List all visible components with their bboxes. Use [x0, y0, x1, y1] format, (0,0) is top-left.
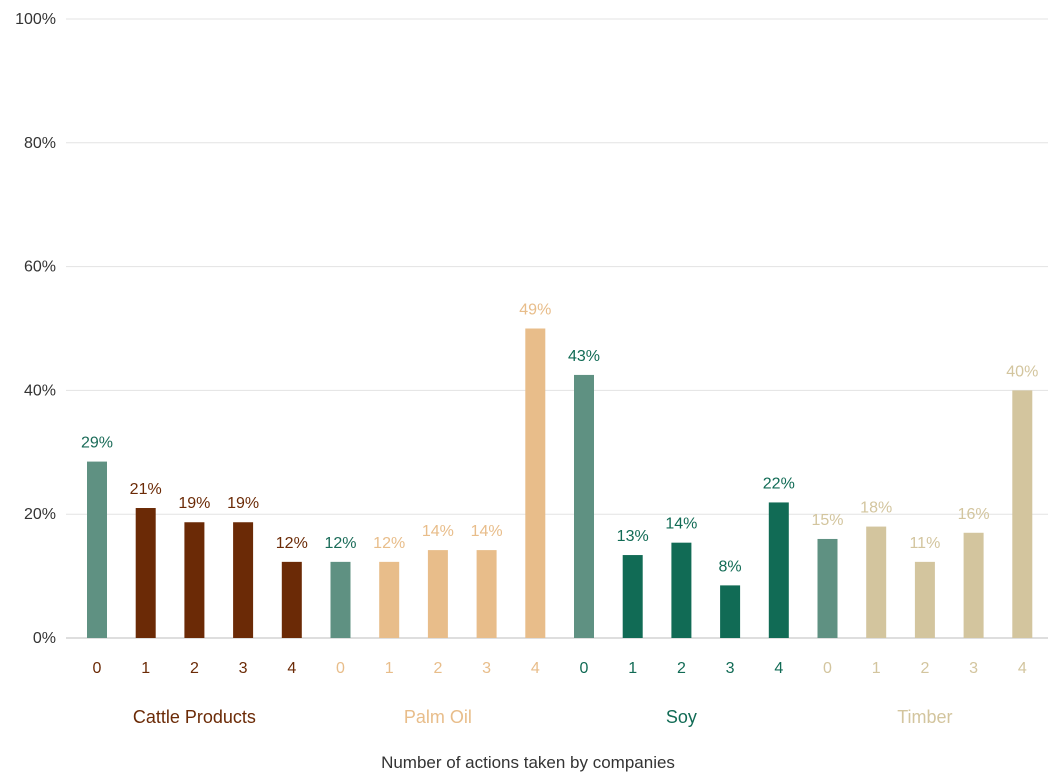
- bar: [87, 461, 107, 638]
- data-label: 16%: [958, 506, 990, 523]
- group-label: Timber: [897, 707, 952, 727]
- x-tick-label: 1: [628, 660, 637, 677]
- data-label: 15%: [811, 512, 843, 529]
- y-tick-label: 40%: [24, 382, 56, 399]
- data-labels: 29% 21% 19% 19% 12% 12% 12% 14% 14% 49% 43% 13% 14% 8…: [81, 302, 1038, 576]
- x-tick-label: 0: [93, 660, 102, 677]
- data-label: 18%: [860, 500, 892, 517]
- x-axis-label: Number of actions taken by companies: [381, 753, 675, 772]
- bar: [768, 502, 789, 638]
- bar: [1012, 390, 1033, 638]
- data-label: 19%: [178, 495, 210, 512]
- y-tick-label: 100%: [15, 11, 56, 28]
- data-label: 43%: [568, 348, 600, 365]
- x-tick-label: 4: [774, 660, 783, 677]
- data-label: 29%: [81, 435, 113, 452]
- bar: [281, 561, 302, 638]
- x-tick-label: 3: [726, 660, 735, 677]
- bar: [574, 374, 594, 638]
- y-tick-label: 60%: [24, 259, 56, 276]
- x-tick-label: 1: [141, 660, 150, 677]
- data-label: 14%: [422, 523, 454, 540]
- data-label: 49%: [519, 302, 551, 319]
- x-tick-label: 2: [920, 660, 929, 677]
- x-tick-label: 4: [531, 660, 540, 677]
- bar: [914, 561, 935, 638]
- data-label: 8%: [719, 558, 742, 575]
- bar: [184, 522, 205, 638]
- bar: [963, 532, 984, 638]
- group-label: Soy: [666, 707, 697, 727]
- data-label: 12%: [276, 535, 308, 552]
- y-tick-labels: 0% 20% 40% 60% 80% 100%: [15, 11, 56, 647]
- x-tick-label: 2: [433, 660, 442, 677]
- data-label: 22%: [763, 475, 795, 492]
- y-tick-label: 0%: [33, 630, 56, 647]
- bar: [817, 538, 838, 638]
- x-tick-label: 0: [336, 660, 345, 677]
- x-tick-labels: 0 1 2 3 4 0 1 2 3 4 0 1 2 3 4 0 1 2 3 4: [93, 660, 1027, 677]
- y-tick-label: 20%: [24, 506, 56, 523]
- data-label: 14%: [471, 523, 503, 540]
- group-label: Palm Oil: [404, 707, 472, 727]
- group-label: Cattle Products: [133, 707, 256, 727]
- bar: [135, 508, 156, 638]
- x-tick-label: 2: [677, 660, 686, 677]
- x-tick-label: 0: [823, 660, 832, 677]
- group-labels: Cattle Products Palm Oil Soy Timber: [133, 707, 953, 727]
- y-gridlines: [66, 18, 1048, 639]
- x-tick-label: 4: [1018, 660, 1027, 677]
- data-label: 13%: [617, 528, 649, 545]
- x-tick-label: 3: [482, 660, 491, 677]
- x-tick-label: 1: [872, 660, 881, 677]
- bar: [720, 585, 741, 638]
- data-label: 40%: [1006, 363, 1038, 380]
- bar: [866, 526, 887, 638]
- x-tick-label: 4: [287, 660, 296, 677]
- data-label: 12%: [324, 535, 356, 552]
- bar: [622, 555, 643, 638]
- x-tick-label: 0: [580, 660, 589, 677]
- data-label: 21%: [130, 481, 162, 498]
- y-tick-label: 80%: [24, 135, 56, 152]
- data-label: 11%: [909, 535, 940, 552]
- x-tick-label: 2: [190, 660, 199, 677]
- data-label: 19%: [227, 495, 259, 512]
- data-label: 14%: [665, 516, 697, 533]
- bar: [525, 328, 546, 638]
- x-tick-label: 1: [385, 660, 394, 677]
- bar: [330, 561, 351, 638]
- bar: [427, 550, 448, 638]
- data-label: 12%: [373, 535, 405, 552]
- bar: [476, 550, 497, 638]
- bar: [671, 542, 692, 638]
- x-tick-label: 3: [239, 660, 248, 677]
- bars: [87, 328, 1033, 638]
- bar: [379, 561, 400, 638]
- x-tick-label: 3: [969, 660, 978, 677]
- bar: [233, 522, 254, 638]
